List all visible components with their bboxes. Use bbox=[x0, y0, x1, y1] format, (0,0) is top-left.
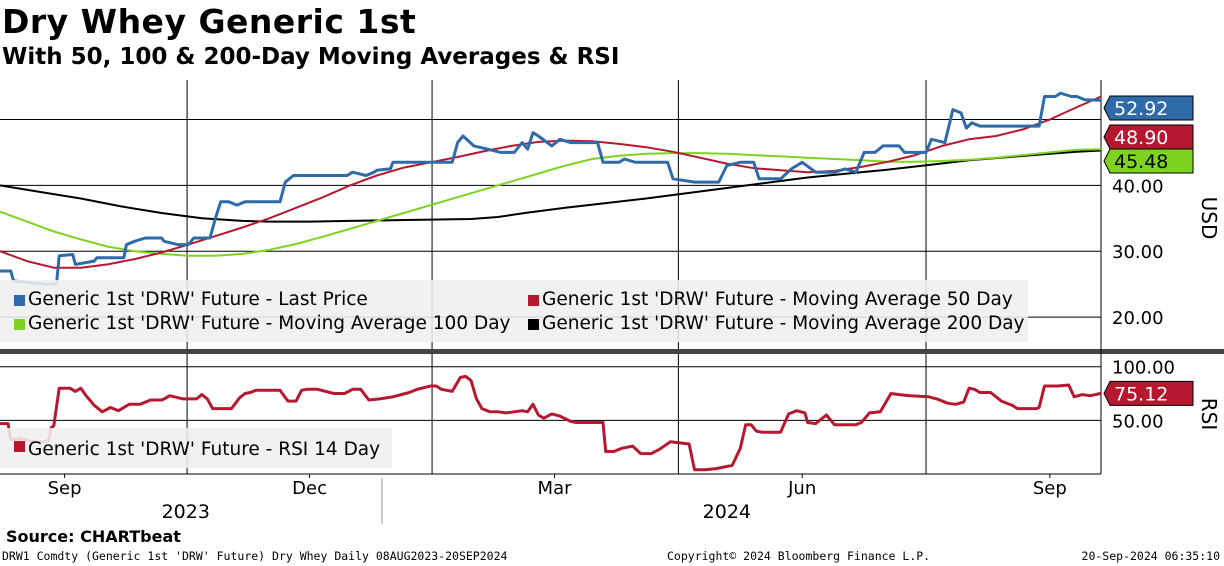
legend-label-ma200: Generic 1st 'DRW' Future - Moving Averag… bbox=[542, 313, 1025, 334]
legend-label-rsi: Generic 1st 'DRW' Future - RSI 14 Day bbox=[28, 439, 380, 460]
legend-label-ma100: Generic 1st 'DRW' Future - Moving Averag… bbox=[28, 313, 511, 334]
rsi-tick-label: 50.00 bbox=[1112, 411, 1164, 432]
last-value-price: 52.92 bbox=[1114, 98, 1168, 120]
last-value-rsi: 75.12 bbox=[1114, 383, 1168, 405]
x-tick-label: Sep bbox=[1033, 478, 1067, 499]
x-tick-label: Dec bbox=[292, 478, 327, 499]
x-tick-label: Sep bbox=[48, 478, 82, 499]
source-label: Source: CHARTbeat bbox=[6, 527, 181, 546]
y-axis-title: USD bbox=[1197, 197, 1221, 240]
series-line-rsi bbox=[0, 374, 1102, 472]
legend-swatch-ma50 bbox=[528, 295, 539, 306]
copyright: Copyright© 2024 Bloomberg Finance L.P. bbox=[667, 549, 931, 563]
legend-box bbox=[0, 280, 1028, 342]
series-line-price bbox=[0, 91, 1102, 286]
timestamp: 20-Sep-2024 06:35:10 bbox=[1081, 549, 1220, 563]
legend-swatch-ma200 bbox=[528, 319, 539, 330]
last-value-price-box bbox=[1103, 95, 1194, 121]
last-value-ma50: 48.90 bbox=[1114, 127, 1168, 149]
legend-label-price: Generic 1st 'DRW' Future - Last Price bbox=[28, 289, 368, 310]
ticker-info: DRW1 Comdty (Generic 1st 'DRW' Future) D… bbox=[2, 549, 508, 563]
last-value-ma100-box bbox=[1103, 148, 1194, 174]
y-tick-label: 30.00 bbox=[1112, 242, 1164, 263]
chart-title: Dry Whey Generic 1st bbox=[2, 2, 417, 41]
legend-swatch-ma100 bbox=[14, 319, 25, 330]
rsi-tick-label: 100.00 bbox=[1112, 358, 1175, 379]
legend-swatch-rsi bbox=[14, 441, 25, 452]
last-value-ma50-box bbox=[1103, 124, 1194, 150]
chart-subtitle: With 50, 100 & 200-Day Moving Averages &… bbox=[2, 44, 620, 70]
last-value-rsi-box bbox=[1103, 380, 1194, 406]
panel-separator bbox=[0, 349, 1224, 354]
series-line-ma100 bbox=[0, 148, 1102, 257]
legend-box-rsi bbox=[0, 428, 392, 468]
y-tick-label: 40.00 bbox=[1112, 176, 1164, 197]
x-tick-label: Jun bbox=[787, 478, 816, 499]
rsi-axis-title: RSI bbox=[1197, 398, 1221, 431]
legend-swatch-price bbox=[14, 295, 25, 306]
series-line-ma200 bbox=[0, 149, 1102, 223]
y-tick-label: 20.00 bbox=[1112, 308, 1164, 329]
legend-label-ma50: Generic 1st 'DRW' Future - Moving Averag… bbox=[542, 289, 1013, 310]
x-tick-label: Mar bbox=[538, 478, 573, 499]
year-label: 2024 bbox=[703, 501, 751, 523]
year-label: 2023 bbox=[162, 501, 210, 523]
last-value-ma100: 45.48 bbox=[1114, 151, 1168, 173]
